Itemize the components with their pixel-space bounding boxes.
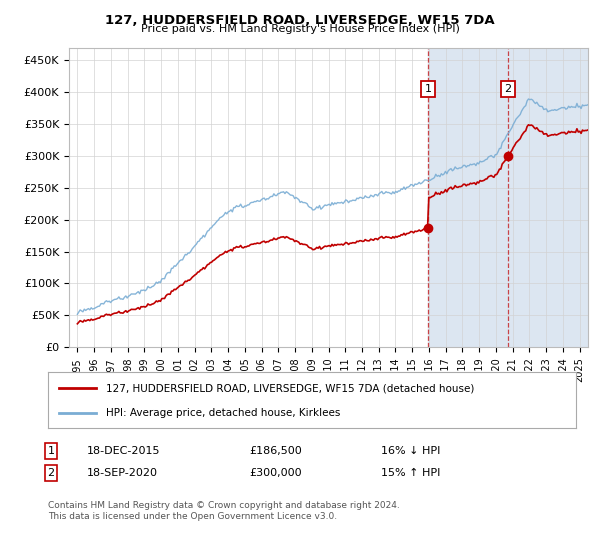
Text: Contains HM Land Registry data © Crown copyright and database right 2024.
This d: Contains HM Land Registry data © Crown c… — [48, 501, 400, 521]
Text: 1: 1 — [425, 84, 432, 94]
Text: 127, HUDDERSFIELD ROAD, LIVERSEDGE, WF15 7DA (detached house): 127, HUDDERSFIELD ROAD, LIVERSEDGE, WF15… — [106, 383, 475, 393]
Text: 1: 1 — [47, 446, 55, 456]
Text: £300,000: £300,000 — [249, 468, 302, 478]
Text: 15% ↑ HPI: 15% ↑ HPI — [381, 468, 440, 478]
Text: Price paid vs. HM Land Registry's House Price Index (HPI): Price paid vs. HM Land Registry's House … — [140, 24, 460, 34]
Text: 18-SEP-2020: 18-SEP-2020 — [87, 468, 158, 478]
Text: 16% ↓ HPI: 16% ↓ HPI — [381, 446, 440, 456]
Text: HPI: Average price, detached house, Kirklees: HPI: Average price, detached house, Kirk… — [106, 408, 340, 418]
Text: 2: 2 — [504, 84, 511, 94]
Text: 2: 2 — [47, 468, 55, 478]
Bar — [428, 48, 588, 347]
Text: 18-DEC-2015: 18-DEC-2015 — [87, 446, 161, 456]
Text: 127, HUDDERSFIELD ROAD, LIVERSEDGE, WF15 7DA: 127, HUDDERSFIELD ROAD, LIVERSEDGE, WF15… — [105, 14, 495, 27]
Text: £186,500: £186,500 — [249, 446, 302, 456]
